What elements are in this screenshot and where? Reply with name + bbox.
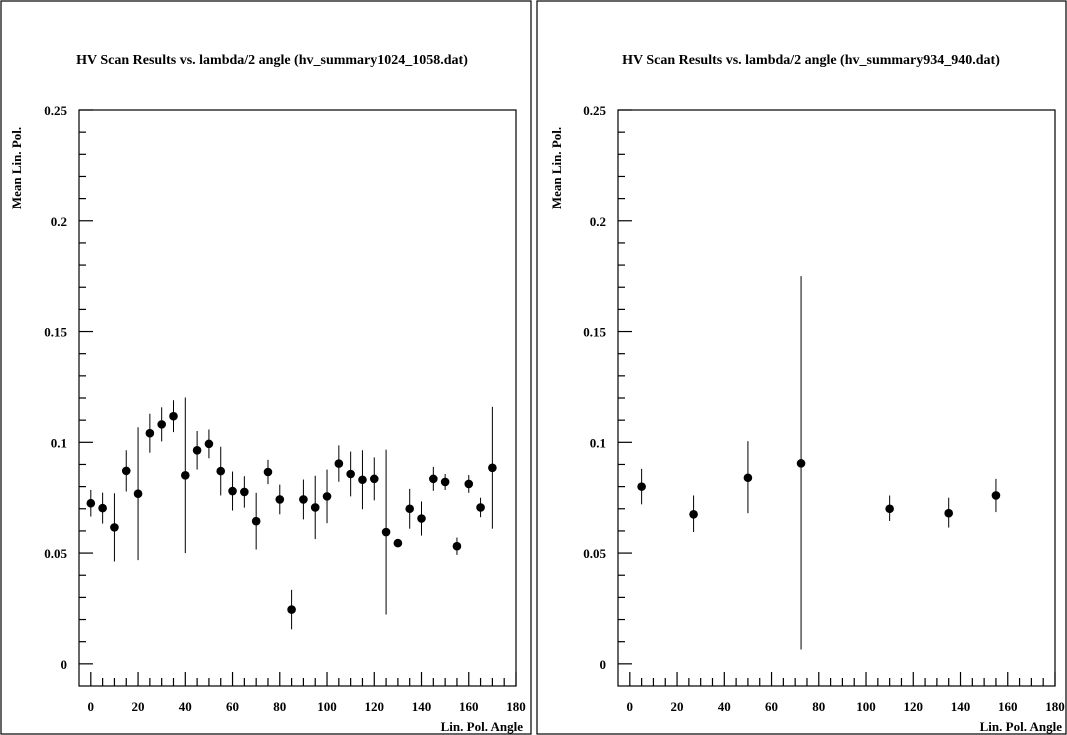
- x-tick-label: 160: [459, 699, 479, 714]
- data-point: [192, 445, 202, 455]
- data-point: [275, 495, 285, 504]
- plot-area: 0 20 40 60 80 100 120 140 160 180 0 0.05 0.1 0.15 0.2 0…: [583, 103, 1065, 714]
- data-point: [180, 471, 190, 480]
- data-point: [796, 459, 806, 468]
- data-point: [204, 439, 214, 449]
- data-point: [429, 474, 438, 484]
- data-point: [169, 411, 178, 421]
- data-point: [251, 516, 261, 526]
- panel-frame: [536, 0, 1067, 735]
- data-point: [369, 474, 379, 484]
- chart-title: HV Scan Results vs. lambda/2 angle (hv_s…: [622, 53, 1000, 68]
- y-tick-label: 0.05: [44, 546, 67, 561]
- data-point: [405, 504, 415, 514]
- x-tick-label: 180: [506, 699, 526, 714]
- data-point: [743, 473, 753, 483]
- data-point: [944, 508, 954, 518]
- y-tick-label: 0: [600, 657, 607, 672]
- x-tick-label: 60: [226, 699, 239, 714]
- y-axis-label: Mean Lin. Pol.: [549, 127, 564, 209]
- y-tick-label: 0.15: [583, 325, 606, 340]
- x-axis-label: Lin. Pol. Angle: [441, 719, 524, 734]
- data-point: [334, 459, 344, 468]
- data-point: [440, 477, 450, 487]
- data-point: [121, 466, 131, 476]
- x-tick-label: 100: [317, 699, 337, 714]
- y-tick-label: 0.2: [590, 214, 606, 229]
- x-tick-label: 80: [812, 699, 825, 714]
- data-point: [358, 475, 367, 485]
- y-tick-label: 0.05: [583, 546, 606, 561]
- plot-frame: [617, 109, 1056, 687]
- x-tick-label: 60: [765, 699, 778, 714]
- x-tick-label: 140: [951, 699, 971, 714]
- x-tick-label: 140: [412, 699, 432, 714]
- x-tick-label: 120: [365, 699, 385, 714]
- y-tick-label: 0.1: [51, 435, 67, 450]
- data-point: [464, 479, 474, 489]
- panel-frame: [0, 0, 532, 735]
- y-tick-label: 0.2: [51, 214, 67, 229]
- plot-frame: [78, 109, 517, 687]
- chart-panel-right: HV Scan Results vs. lambda/2 angle (hv_s…: [536, 0, 1067, 735]
- x-tick-label: 40: [179, 699, 192, 714]
- x-axis-label: Lin. Pol. Angle: [980, 719, 1063, 734]
- y-axis-label: Mean Lin. Pol.: [9, 127, 24, 209]
- x-tick-label: 100: [856, 699, 876, 714]
- x-tick-label: 40: [718, 699, 731, 714]
- data-point: [263, 467, 273, 477]
- x-tick-label: 0: [88, 699, 95, 714]
- data-point: [417, 514, 426, 523]
- data-point: [110, 523, 119, 532]
- data-point: [287, 605, 296, 614]
- data-point: [452, 541, 462, 551]
- y-tick-label: 0.1: [590, 435, 606, 450]
- y-tick-label: 0.15: [44, 325, 67, 340]
- data-point: [689, 510, 698, 519]
- data-point: [393, 538, 403, 548]
- data-point: [322, 492, 332, 501]
- data-point: [157, 420, 166, 429]
- x-tick-label: 180: [1045, 699, 1065, 714]
- data-point: [476, 503, 485, 512]
- data-point: [86, 498, 96, 508]
- data-point: [346, 469, 355, 479]
- data-point: [228, 486, 237, 496]
- plot-area: 0 20 40 60 80 100 120 140 160 180 0 0.05 0.1 0.15 0.2 0…: [44, 103, 526, 714]
- x-tick-label: 0: [627, 699, 634, 714]
- data-point: [310, 503, 320, 512]
- y-tick-label: 0: [61, 657, 68, 672]
- x-tick-label: 120: [904, 699, 924, 714]
- y-tick-label: 0.25: [44, 103, 67, 118]
- x-tick-label: 20: [671, 699, 684, 714]
- data-point: [488, 463, 497, 473]
- data-point: [240, 487, 249, 497]
- data-point: [216, 466, 226, 476]
- x-tick-label: 20: [132, 699, 145, 714]
- y-tick-label: 0.25: [583, 103, 606, 118]
- x-tick-label: 160: [998, 699, 1018, 714]
- data-point: [991, 491, 1001, 500]
- data-point: [637, 482, 646, 491]
- data-point: [885, 504, 894, 514]
- x-tick-label: 80: [273, 699, 286, 714]
- chart-title: HV Scan Results vs. lambda/2 angle (hv_s…: [76, 53, 468, 68]
- data-point: [98, 503, 107, 513]
- data-point: [381, 527, 391, 537]
- data-point: [133, 489, 143, 499]
- data-point: [299, 495, 308, 504]
- chart-panel-left: HV Scan Results vs. lambda/2 angle (hv_s…: [0, 0, 532, 735]
- data-point: [145, 428, 155, 438]
